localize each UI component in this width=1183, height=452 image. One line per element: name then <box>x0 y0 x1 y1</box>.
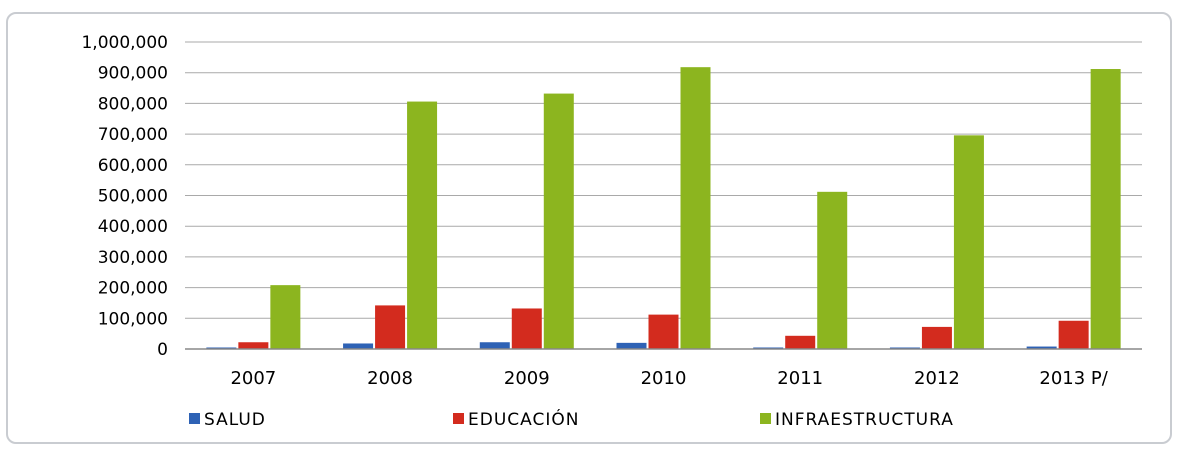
y-tick-label: 500,000 <box>98 187 168 207</box>
legend-swatch <box>189 413 200 424</box>
x-category-label: 2011 <box>777 368 823 389</box>
bar-educación-5 <box>921 326 952 349</box>
x-category-label: 2013 P/ <box>1039 368 1108 389</box>
y-tick-label: 100,000 <box>98 309 168 329</box>
bar-educación-4 <box>785 335 816 349</box>
bars <box>206 67 1121 350</box>
bar-salud-6 <box>1026 346 1057 349</box>
bar-infraestructura-4 <box>817 191 848 349</box>
y-tick-label: 400,000 <box>98 217 168 237</box>
gridlines <box>185 41 1142 319</box>
bar-salud-1 <box>343 343 374 349</box>
y-tick-label: 800,000 <box>98 94 168 114</box>
bar-infraestructura-3 <box>680 67 711 349</box>
legend-label: INFRAESTRUCTURA <box>775 410 954 430</box>
legend-label: SALUD <box>204 410 266 430</box>
bar-educación-6 <box>1058 320 1089 349</box>
x-category-label: 2009 <box>504 368 550 389</box>
y-tick-label: 900,000 <box>98 64 168 84</box>
legend-swatch <box>760 413 771 424</box>
bar-infraestructura-2 <box>543 93 574 350</box>
bar-infraestructura-0 <box>270 285 301 349</box>
x-axis-categories: 2007 2008 2009 2010 2011 2012 2013 P/ <box>230 368 1108 389</box>
x-category-label: 2012 <box>914 368 960 389</box>
y-tick-label: 600,000 <box>98 156 168 176</box>
y-tick-label: 1,000,000 <box>81 33 168 53</box>
y-tick-label: 700,000 <box>98 125 168 145</box>
y-tick-label: 0 <box>157 340 168 360</box>
bar-infraestructura-5 <box>953 135 984 349</box>
x-category-label: 2007 <box>230 368 276 389</box>
y-tick-label: 300,000 <box>98 248 168 268</box>
bar-salud-3 <box>616 342 647 349</box>
y-axis-ticks: 1,000,000 900,000 800,000 700,000 600,000 500… <box>81 33 168 360</box>
x-category-label: 2010 <box>641 368 687 389</box>
bar-infraestructura-6 <box>1090 69 1121 350</box>
legend-label: EDUCACIÓN <box>468 408 579 430</box>
bar-infraestructura-1 <box>407 101 438 349</box>
bar-educación-1 <box>375 305 406 349</box>
legend-swatch <box>453 413 464 424</box>
bar-salud-2 <box>479 342 510 349</box>
x-category-label: 2008 <box>367 368 413 389</box>
legend: SALUD EDUCACIÓN INFRAESTRUCTURA <box>189 408 954 430</box>
bar-educación-2 <box>511 308 542 349</box>
y-tick-label: 200,000 <box>98 279 168 299</box>
bar-educación-0 <box>238 342 269 349</box>
bar-educación-3 <box>648 314 679 349</box>
